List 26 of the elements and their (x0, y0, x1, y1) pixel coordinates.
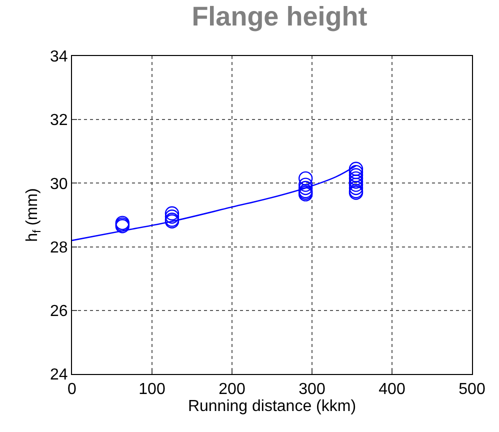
point (298, 171, 313, 186)
x-tick-label: 300 (298, 381, 326, 398)
point (348, 164, 364, 180)
y-tick-label: 32 (50, 112, 68, 130)
x-tick-label: 500 (458, 381, 486, 398)
point (164, 209, 180, 224)
point (164, 206, 180, 221)
y-tick-label: 24 (50, 366, 68, 384)
point (348, 162, 364, 176)
x-tick-label: 0 (68, 381, 77, 398)
y-tick-label: 34 (50, 48, 68, 66)
y-tick-label: 26 (50, 303, 68, 320)
x-tick-label: 200 (218, 381, 246, 398)
point (298, 180, 313, 196)
point (348, 174, 364, 189)
point (348, 178, 364, 192)
x-tick-label: 400 (378, 381, 406, 398)
point (298, 178, 313, 192)
y-tick-label: 30 (50, 176, 68, 193)
x-tick-label: 100 (138, 381, 166, 398)
point (348, 171, 364, 186)
chart-title: Flange height (192, 1, 368, 32)
point (348, 180, 364, 196)
x-axis-title: Running distance (kkm) (188, 398, 356, 416)
point (348, 168, 364, 182)
y-tick-label: 28 (50, 239, 68, 256)
